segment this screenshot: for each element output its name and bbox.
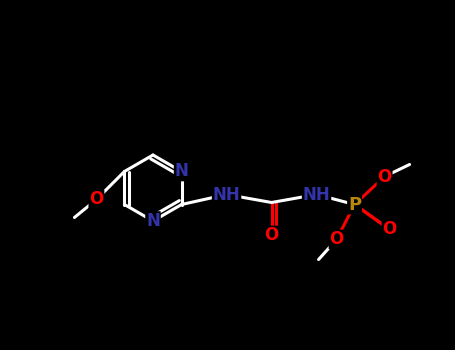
- Text: P: P: [348, 196, 361, 213]
- Text: O: O: [383, 220, 397, 238]
- Text: O: O: [329, 231, 344, 248]
- Text: N: N: [175, 162, 188, 181]
- Text: O: O: [264, 226, 279, 245]
- Text: N: N: [146, 212, 160, 230]
- Text: NH: NH: [303, 186, 330, 203]
- Text: O: O: [89, 190, 104, 209]
- Text: O: O: [378, 168, 392, 186]
- Text: NH: NH: [212, 186, 240, 203]
